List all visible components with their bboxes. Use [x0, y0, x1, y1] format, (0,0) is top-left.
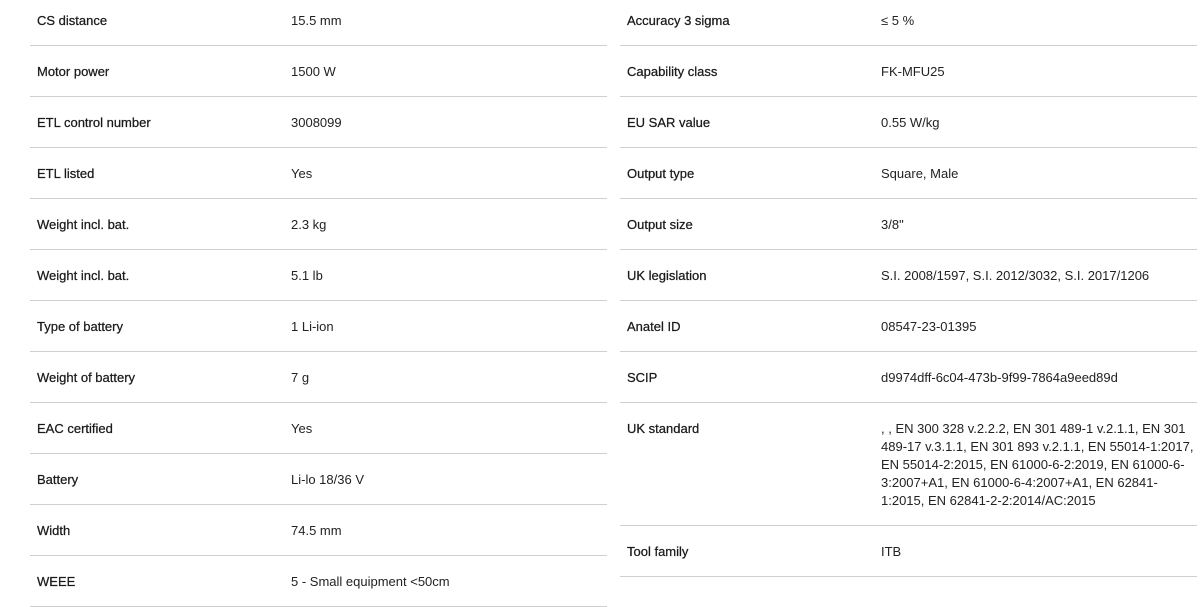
spec-value: 08547-23-01395 — [881, 319, 977, 334]
spec-value: Li-lo 18/36 V — [291, 472, 364, 487]
spec-value: ITB — [881, 544, 902, 559]
spec-value: 74.5 mm — [291, 523, 342, 538]
spec-value: 0.55 W/kg — [881, 115, 940, 130]
spec-row: Battery Li-lo 18/36 V — [30, 454, 607, 505]
spec-value: S.I. 2008/1597, S.I. 2012/3032, S.I. 201… — [881, 268, 1150, 283]
spec-value: ≤ 5 % — [881, 13, 915, 28]
spec-label: UK standard — [627, 421, 700, 436]
spec-row: EAC certified Yes — [30, 403, 607, 454]
spec-row: Weight incl. bat. 2.3 kg — [30, 199, 607, 250]
spec-value: , , EN 300 328 v.2.2.2, EN 301 489-1 v.2… — [881, 420, 1194, 508]
spec-row: Output type Square, Male — [620, 148, 1197, 199]
spec-label: Output type — [627, 166, 695, 181]
spec-row: WEEE 5 - Small equipment <50cm — [30, 556, 607, 607]
spec-value: 3008099 — [291, 115, 342, 130]
spec-label: Accuracy 3 sigma — [627, 13, 730, 28]
spec-row: ETL listed Yes — [30, 148, 607, 199]
spec-value: 5.1 lb — [291, 268, 323, 283]
spec-row: CS distance 15.5 mm — [30, 0, 607, 46]
spec-column-right: Accuracy 3 sigma ≤ 5 % Capability class FK-… — [620, 0, 1197, 577]
spec-value: 2.3 kg — [291, 217, 327, 232]
spec-value: 3/8" — [881, 217, 904, 232]
spec-label: CS distance — [37, 13, 108, 28]
spec-value: FK-MFU25 — [881, 64, 945, 79]
spec-label: Type of battery — [37, 319, 123, 334]
spec-value: 7 g — [291, 370, 310, 385]
spec-value: Yes — [291, 166, 313, 181]
spec-row: Width 74.5 mm — [30, 505, 607, 556]
spec-label: Tool family — [627, 544, 689, 559]
spec-row: Output size 3/8" — [620, 199, 1197, 250]
spec-row: Weight incl. bat. 5.1 lb — [30, 250, 607, 301]
spec-row: Weight of battery 7 g — [30, 352, 607, 403]
spec-label: ETL control number — [37, 115, 151, 130]
spec-column-left: CS distance 15.5 mm Motor power 1500 W ETL c… — [30, 0, 607, 607]
spec-row: UK standard , , EN 300 328 v.2.2.2, EN 30… — [620, 403, 1197, 526]
spec-label: SCIP — [627, 370, 658, 385]
spec-row: Motor power 1500 W — [30, 46, 607, 97]
spec-label: Weight of battery — [37, 370, 136, 385]
spec-row: ETL control number 3008099 — [30, 97, 607, 148]
spec-label: UK legislation — [627, 268, 707, 283]
spec-label: Motor power — [37, 64, 110, 79]
spec-row: SCIP d9974dff-6c04-473b-9f99-7864a9eed89d — [620, 352, 1197, 403]
spec-label: Capability class — [627, 64, 718, 79]
spec-label: Anatel ID — [627, 319, 681, 334]
spec-label: ETL listed — [37, 166, 95, 181]
spec-row: Tool family ITB — [620, 526, 1197, 577]
spec-value: 5 - Small equipment <50cm — [291, 574, 450, 589]
spec-value: d9974dff-6c04-473b-9f99-7864a9eed89d — [881, 370, 1118, 385]
spec-value: 1 Li-ion — [291, 319, 334, 334]
spec-value: Square, Male — [881, 166, 959, 181]
spec-value: 15.5 mm — [291, 13, 342, 28]
spec-label: Width — [37, 523, 71, 538]
spec-row: Type of battery 1 Li-ion — [30, 301, 607, 352]
spec-row: UK legislation S.I. 2008/1597, S.I. 2012/… — [620, 250, 1197, 301]
spec-value: 1500 W — [291, 64, 336, 79]
spec-row: Capability class FK-MFU25 — [620, 46, 1197, 97]
spec-value: Yes — [291, 421, 313, 436]
spec-row: EU SAR value 0.55 W/kg — [620, 97, 1197, 148]
spec-row: Accuracy 3 sigma ≤ 5 % — [620, 0, 1197, 46]
spec-label: Weight incl. bat. — [37, 268, 130, 283]
spec-label: WEEE — [37, 574, 76, 589]
spec-label: Weight incl. bat. — [37, 217, 130, 232]
spec-label: Battery — [37, 472, 79, 487]
spec-label: Output size — [627, 217, 693, 232]
spec-label: EU SAR value — [627, 115, 711, 130]
spec-label: EAC certified — [37, 421, 113, 436]
spec-row: Anatel ID 08547-23-01395 — [620, 301, 1197, 352]
